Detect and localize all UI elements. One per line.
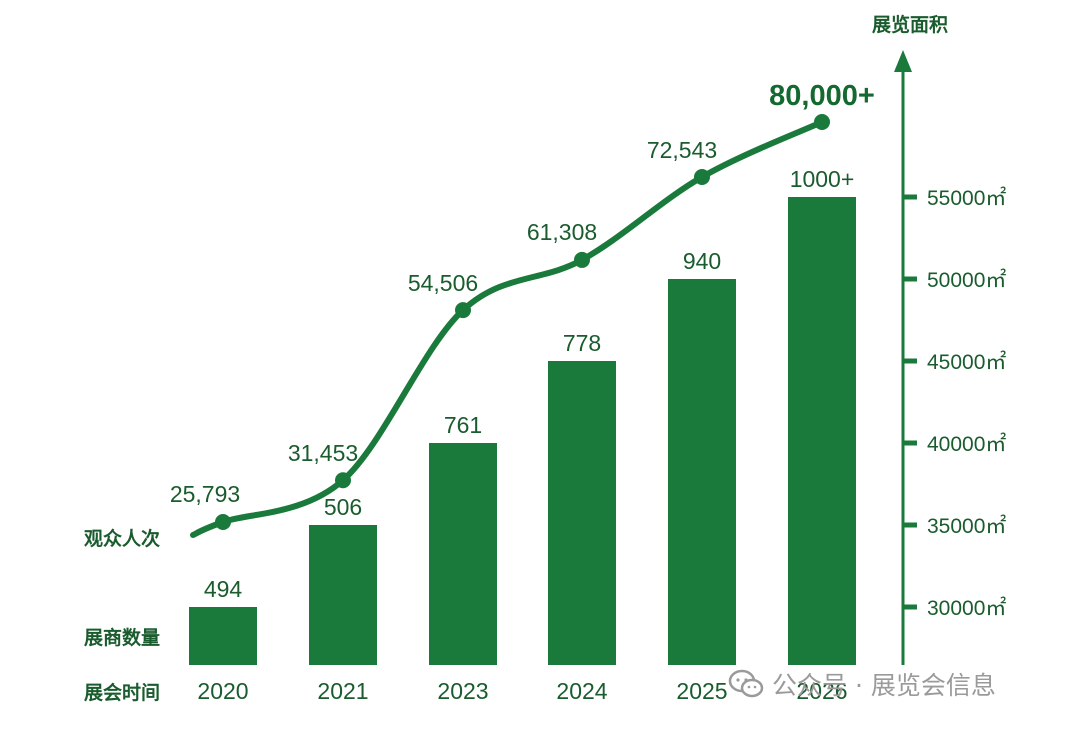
x-tick-label: 2026 — [796, 678, 847, 704]
bar-label: 778 — [563, 330, 601, 356]
bar — [788, 197, 856, 665]
trend-markers — [215, 114, 830, 530]
trend-marker — [574, 251, 590, 268]
bar-label: 494 — [204, 576, 243, 602]
x-tick-label: 2023 — [437, 678, 488, 704]
right-axis-tick-label: 55000㎡ — [927, 186, 1006, 210]
bar-label: 940 — [683, 248, 721, 274]
bar — [668, 279, 736, 665]
trend-marker — [694, 169, 710, 186]
bar-series: 494 506 761 778 940 1000+ — [189, 166, 856, 665]
trend-value-label: 25,793 — [170, 481, 240, 507]
trend-labels: 25,793 31,453 54,506 61,308 72,543 80,000+ — [170, 80, 875, 507]
x-axis-ticks: 2020 2021 2023 2024 2025 2026 — [197, 678, 847, 704]
bar — [309, 525, 377, 665]
x-tick-label: 2024 — [556, 678, 607, 704]
right-axis-tick-label: 50000㎡ — [927, 268, 1006, 292]
right-axis-title: 展览面积 — [872, 13, 948, 36]
trend-value-label: 61,308 — [527, 219, 597, 245]
watermark: 公众号 · 展览会信息 — [728, 666, 996, 702]
x-tick-label: 2021 — [317, 678, 368, 704]
watermark-text: 公众号 · 展览会信息 — [772, 671, 996, 700]
bar — [189, 607, 257, 665]
wechat-icon — [728, 669, 764, 698]
bar-series-name: 展商数量 — [84, 626, 160, 649]
x-tick-label: 2020 — [197, 678, 248, 704]
trend-marker — [455, 302, 471, 319]
trend-marker — [335, 472, 351, 489]
bar-label: 506 — [324, 494, 362, 520]
bar-label: 1000+ — [790, 166, 855, 192]
right-axis-tick-label: 40000㎡ — [927, 432, 1006, 456]
line-series-name: 观众人次 — [84, 527, 160, 550]
right-axis-arrow-icon — [894, 50, 912, 72]
trend-marker — [215, 514, 231, 530]
right-axis-tick-label: 45000㎡ — [927, 350, 1006, 374]
right-axis-ticks: 30000㎡ 35000㎡ 40000㎡ 45000㎡ 50000㎡ 55000㎡ — [903, 186, 1006, 620]
x-axis-title: 展会时间 — [84, 681, 160, 704]
bar — [548, 361, 616, 665]
trend-marker — [814, 114, 830, 130]
x-tick-label: 2025 — [676, 678, 727, 704]
right-axis-tick-label: 30000㎡ — [927, 596, 1006, 620]
trend-value-label: 80,000+ — [769, 80, 875, 112]
trend-value-label: 31,453 — [288, 440, 358, 466]
trend-value-label: 54,506 — [408, 270, 478, 296]
bar — [429, 443, 497, 665]
right-axis-tick-label: 35000㎡ — [927, 514, 1006, 538]
trend-value-label: 72,543 — [647, 137, 717, 163]
bar-label: 761 — [444, 412, 482, 438]
